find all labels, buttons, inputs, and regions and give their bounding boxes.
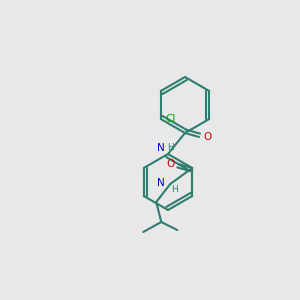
Text: Cl: Cl [166, 114, 176, 124]
Text: H: H [171, 184, 178, 194]
Text: O: O [203, 132, 211, 142]
Text: H: H [168, 143, 174, 152]
Text: N: N [158, 178, 165, 188]
Text: N: N [157, 143, 165, 153]
Text: O: O [166, 159, 174, 169]
